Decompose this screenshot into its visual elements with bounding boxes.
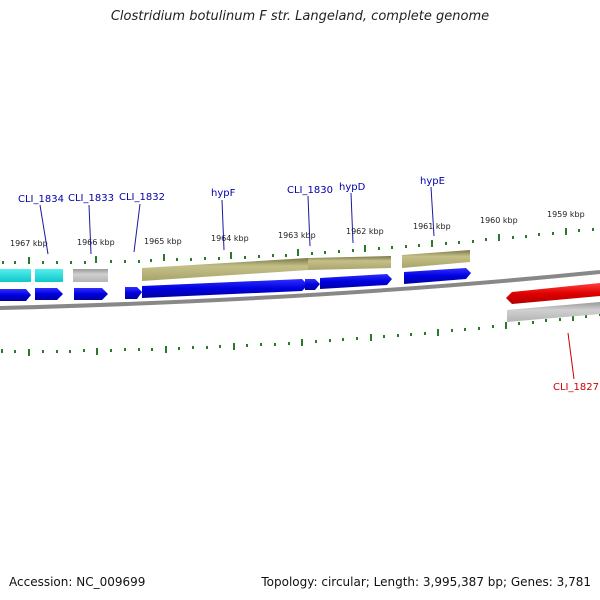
cds-hypF[interactable]	[142, 279, 308, 298]
cds-CLI_1834-b[interactable]	[35, 288, 63, 300]
gene-label-hypF[interactable]: hypF	[211, 188, 236, 199]
cds-CLI_1830[interactable]	[305, 279, 320, 290]
kbp-label-1960: 1960 kbp	[480, 216, 518, 225]
gene-label-CLI_1830[interactable]: CLI_1830	[287, 185, 333, 196]
gene-label-CLI_1827[interactable]: CLI_1827	[553, 382, 599, 393]
gene-CLI_1827[interactable]	[507, 302, 600, 322]
label-leader-CLI_1827	[567, 332, 575, 380]
topology-text: Topology: circular; Length: 3,995,387 bp…	[261, 575, 591, 589]
genome-backbone	[0, 270, 600, 310]
inner-tick-ring	[1, 313, 600, 356]
gene-hypE[interactable]	[402, 250, 470, 268]
kbp-label-1961: 1961 kbp	[413, 222, 451, 231]
cds-hypD[interactable]	[320, 274, 392, 289]
gene-CLI_1833[interactable]	[73, 269, 108, 282]
accession-text: Accession: NC_009699	[9, 575, 146, 589]
gene-CLI_1834-b[interactable]	[35, 269, 63, 282]
kbp-label-1967: 1967 kbp	[10, 239, 48, 248]
cds-CLI_1833[interactable]	[74, 288, 108, 300]
gene-label-hypD[interactable]: hypD	[339, 182, 366, 193]
kbp-label-1963: 1963 kbp	[278, 231, 316, 240]
gene-label-CLI_1832[interactable]: CLI_1832	[119, 192, 165, 203]
outer-tick-ring	[2, 228, 594, 264]
kbp-label-1966: 1966 kbp	[77, 238, 115, 247]
cds-CLI_1832[interactable]	[125, 287, 142, 299]
gene-row	[0, 250, 470, 282]
gene-CLI_1834-a[interactable]	[0, 269, 31, 282]
gene-label-hypE[interactable]: hypE	[420, 176, 445, 187]
cds-hypE[interactable]	[404, 268, 471, 284]
gene-hypF[interactable]	[142, 258, 308, 281]
label-leaders	[39, 186, 435, 255]
kbp-label-1959: 1959 kbp	[547, 210, 585, 219]
kbp-label-1965: 1965 kbp	[144, 237, 182, 246]
cds-CLI_1834-a[interactable]	[0, 289, 31, 301]
kbp-label-1962: 1962 kbp	[346, 227, 384, 236]
map-title: Clostridium botulinum F str. Langeland, …	[110, 9, 490, 24]
kbp-label-1964: 1964 kbp	[211, 234, 249, 243]
gene-label-CLI_1833[interactable]: CLI_1833	[68, 193, 114, 204]
gene-CLI_1830-olive[interactable]	[308, 256, 391, 270]
cds-row	[0, 268, 471, 301]
gene-label-CLI_1834[interactable]: CLI_1834	[18, 194, 64, 205]
cds-CLI_1827[interactable]	[506, 283, 600, 304]
